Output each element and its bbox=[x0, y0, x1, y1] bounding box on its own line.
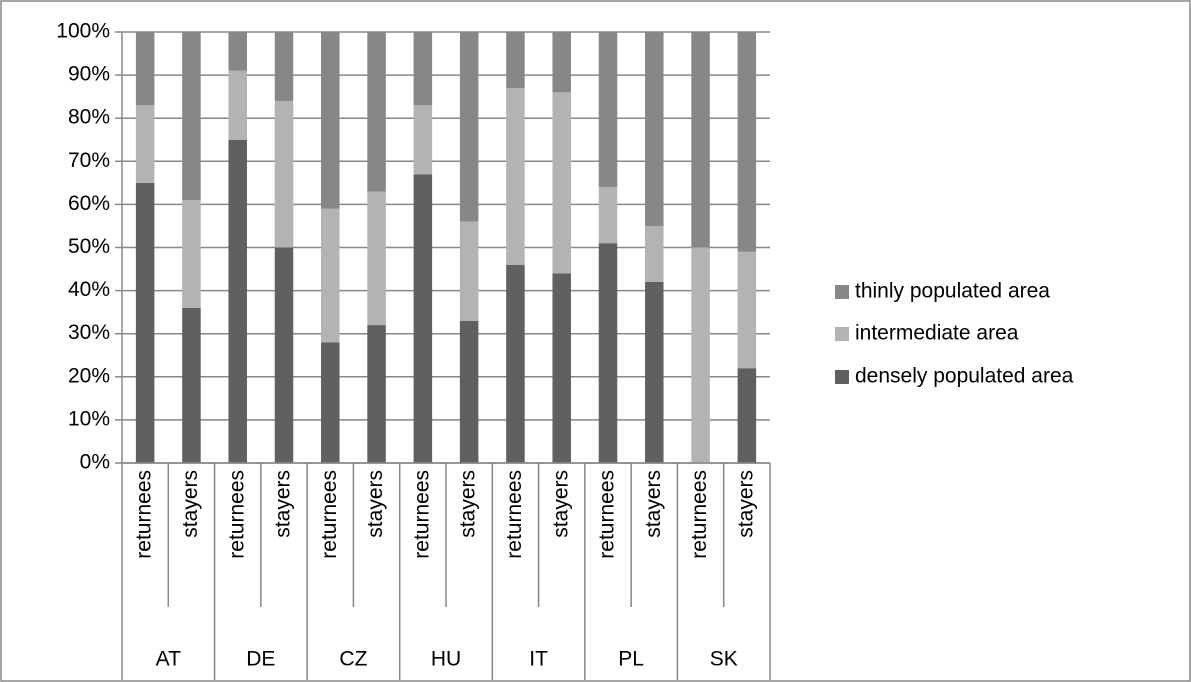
bar-segment bbox=[274, 32, 294, 101]
bar-segment bbox=[274, 247, 294, 463]
x-tick-label: returnees bbox=[410, 470, 433, 559]
bar-segment bbox=[691, 32, 710, 248]
y-tick-label: 10% bbox=[68, 407, 110, 430]
bar-segment bbox=[135, 182, 155, 463]
bar-segment bbox=[274, 100, 294, 248]
legend-label: thinly populated area bbox=[855, 280, 1050, 303]
bar-segment bbox=[321, 32, 340, 209]
bar-segment bbox=[506, 88, 525, 265]
x-tick-label: returnees bbox=[503, 470, 526, 559]
x-tick-label: stayers bbox=[364, 470, 387, 538]
bar-segment bbox=[321, 208, 340, 343]
x-tick-label: returnees bbox=[688, 470, 711, 559]
group-label: CZ bbox=[339, 648, 367, 671]
x-tick-label: stayers bbox=[734, 470, 757, 538]
bar-segment bbox=[367, 325, 386, 463]
bar-segment bbox=[737, 368, 757, 463]
x-tick-label: returnees bbox=[225, 470, 248, 559]
legend-label: intermediate area bbox=[855, 322, 1019, 345]
bar-segment bbox=[598, 187, 618, 244]
legend-label: densely populated area bbox=[855, 365, 1074, 388]
bar-segment bbox=[459, 221, 479, 321]
bar-segment bbox=[135, 105, 155, 183]
bar-segment bbox=[459, 320, 479, 463]
bar-segment bbox=[413, 105, 433, 175]
bar-segment bbox=[598, 243, 618, 463]
bar-segment bbox=[135, 32, 155, 106]
bar-segment bbox=[737, 32, 757, 252]
bar-segment bbox=[367, 32, 386, 192]
bar-segment bbox=[552, 273, 571, 463]
x-tick-label: returnees bbox=[318, 470, 341, 559]
bar-segment bbox=[506, 264, 525, 463]
group-label: AT bbox=[156, 648, 181, 671]
group-label: IT bbox=[529, 648, 548, 671]
legend-swatch bbox=[835, 285, 849, 299]
bar-segment bbox=[552, 92, 571, 274]
bar-segment bbox=[413, 174, 433, 464]
x-tick-label: returnees bbox=[133, 470, 156, 559]
x-tick-label: stayers bbox=[179, 470, 202, 538]
bar-segment bbox=[182, 200, 201, 308]
bar-segment bbox=[598, 32, 618, 188]
group-label: HU bbox=[431, 648, 461, 671]
bar-segment bbox=[228, 32, 247, 71]
bar-segment bbox=[506, 32, 525, 89]
y-tick-label: 100% bbox=[56, 20, 110, 43]
bar-segment bbox=[691, 247, 710, 463]
x-tick-label: stayers bbox=[272, 470, 295, 538]
legend-swatch bbox=[835, 370, 849, 384]
bar-segment bbox=[552, 32, 571, 93]
x-tick-label: stayers bbox=[642, 470, 665, 538]
bar-segment bbox=[459, 32, 479, 222]
bar-segment bbox=[228, 70, 247, 140]
y-tick-label: 70% bbox=[68, 149, 110, 172]
bar-segment bbox=[182, 307, 201, 463]
legend-swatch bbox=[835, 327, 849, 341]
bar-segment bbox=[413, 32, 433, 106]
bar-segment bbox=[737, 251, 757, 369]
bar-segment bbox=[367, 191, 386, 326]
bar-segment bbox=[645, 225, 664, 282]
y-tick-label: 0% bbox=[80, 451, 110, 474]
y-tick-label: 90% bbox=[68, 63, 110, 86]
bar-segment bbox=[228, 139, 247, 463]
y-tick-label: 40% bbox=[68, 278, 110, 301]
y-tick-label: 20% bbox=[68, 364, 110, 387]
x-tick-label: stayers bbox=[457, 470, 480, 538]
group-label: PL bbox=[618, 648, 644, 671]
y-tick-label: 60% bbox=[68, 192, 110, 215]
bar-segment bbox=[645, 281, 664, 463]
y-tick-label: 80% bbox=[68, 106, 110, 129]
x-tick-label: stayers bbox=[549, 470, 572, 538]
bar-segment bbox=[645, 32, 664, 226]
bar-segment bbox=[321, 342, 340, 463]
x-tick-label: returnees bbox=[596, 470, 619, 559]
group-label: SK bbox=[710, 648, 738, 671]
y-tick-label: 50% bbox=[68, 235, 110, 258]
group-label: DE bbox=[246, 648, 275, 671]
bar-segment bbox=[182, 32, 201, 201]
y-tick-label: 30% bbox=[68, 321, 110, 344]
